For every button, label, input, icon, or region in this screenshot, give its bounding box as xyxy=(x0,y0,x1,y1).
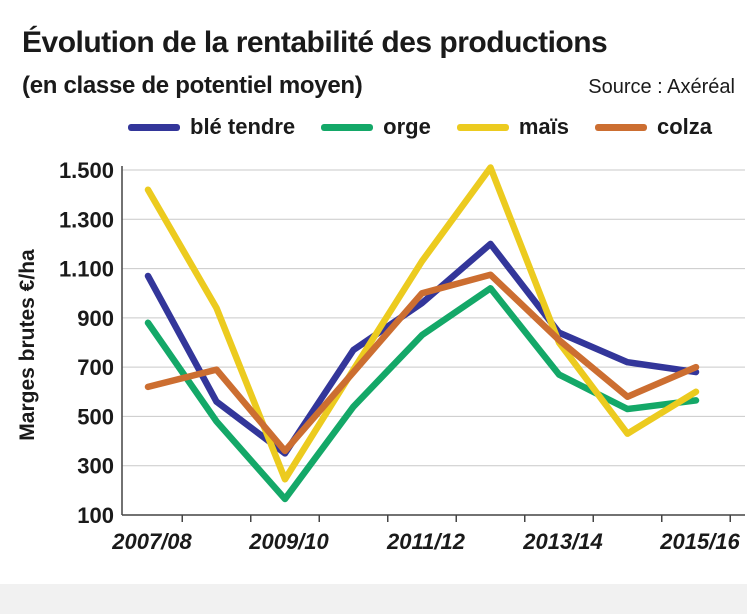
legend-swatch-orge xyxy=(321,123,374,131)
y-tick-label: 100 xyxy=(77,503,114,528)
legend-item-orge: orge xyxy=(321,114,431,140)
legend-label-ble-tendre: blé tendre xyxy=(190,114,296,139)
series-line-orge xyxy=(144,285,700,503)
legend-swatch-ble-tendre xyxy=(128,123,180,131)
y-tick-label: 500 xyxy=(77,404,114,429)
x-tick-label: 2013/14 xyxy=(522,529,603,554)
x-tick-label: 2011/12 xyxy=(386,529,466,554)
series-lines xyxy=(144,164,700,503)
y-axis-label: Marges brutes €/ha xyxy=(16,249,39,441)
y-tick-label: 700 xyxy=(77,355,114,380)
y-tick-label: 1.100 xyxy=(59,257,114,282)
legend-item-mais: maïs xyxy=(456,114,569,140)
y-tick-label: 1.500 xyxy=(59,158,114,183)
grid-lines xyxy=(121,166,745,516)
legend-item-colza: colza xyxy=(594,114,713,140)
x-tick-label: 2007/08 xyxy=(111,529,192,554)
chart-subtitle: (en classe de potentiel moyen) xyxy=(22,72,363,99)
legend-label-orge: orge xyxy=(383,114,431,139)
bottom-band xyxy=(0,584,747,614)
legend-swatch-mais xyxy=(456,123,509,131)
x-tick-label: 2009/10 xyxy=(248,529,329,554)
x-tick-label: 2015/16 xyxy=(659,529,740,554)
legend-swatch-colza xyxy=(594,123,647,131)
source-note: Source : Axéréal xyxy=(588,76,735,98)
x-axis-ticks: 2007/08 2009/10 2011/12 2013/14 2015/16 xyxy=(111,515,741,554)
y-tick-label: 900 xyxy=(77,306,114,331)
legend-label-colza: colza xyxy=(656,114,713,139)
y-tick-label: 300 xyxy=(77,454,114,479)
legend: blé tendre orge maïs colza xyxy=(128,114,712,140)
series-line-maïs xyxy=(144,164,700,483)
y-axis-ticks: 1.500 1.300 1.100 900 700 500 300 100 xyxy=(59,158,114,528)
y-tick-label: 1.300 xyxy=(59,207,114,232)
series-line-colza xyxy=(144,271,700,455)
chart-title: Évolution de la rentabilité des producti… xyxy=(22,26,608,59)
legend-item-ble-tendre: blé tendre xyxy=(128,114,295,140)
series-line-blé-tendre xyxy=(144,240,700,457)
legend-label-mais: maïs xyxy=(518,114,569,139)
